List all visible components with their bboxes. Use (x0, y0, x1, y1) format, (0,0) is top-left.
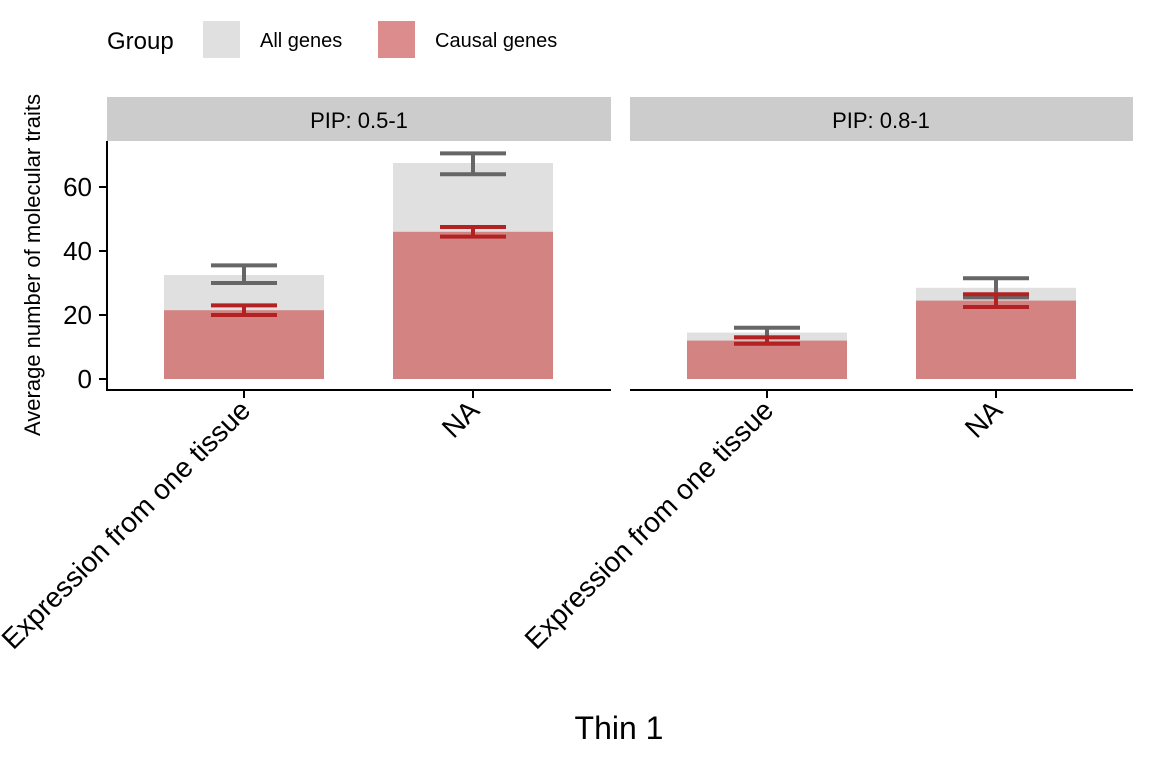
panel-strip-label: PIP: 0.8-1 (832, 108, 930, 133)
panel-bars (687, 287, 1076, 379)
x-ticks: Expression from one tissue NA (519, 390, 1009, 655)
panel-pip-0-8-1: PIP: 0.8-1 Expression from one tissue NA (519, 97, 1133, 655)
legend-label-causal-genes: Causal genes (435, 30, 557, 52)
errorbar-causal-genes (963, 292, 1029, 309)
panel-pip-0-5-1: PIP: 0.5-1 0 20 40 60 Expression from one t… (0, 97, 611, 655)
errorbar-all-genes (440, 151, 506, 177)
legend: Group All genes Causal genes (107, 21, 557, 58)
y-tick-label: 0 (78, 364, 92, 394)
errorbar-causal-genes (734, 335, 800, 346)
y-tick-label: 60 (63, 172, 92, 202)
legend-swatch-all-genes (203, 21, 240, 58)
panel-errorbars (211, 151, 506, 317)
errorbar-all-genes (211, 263, 277, 285)
panel-strip-label: PIP: 0.5-1 (310, 108, 408, 133)
errorbar-causal-genes (211, 303, 277, 317)
x-tick-label: NA (959, 394, 1009, 444)
bar-causal-genes (164, 310, 324, 379)
bar-causal-genes (916, 300, 1076, 379)
panel-strip (107, 97, 611, 141)
panel-bars (164, 163, 553, 379)
x-tick-label: NA (436, 394, 486, 444)
errorbar-causal-genes (440, 225, 506, 239)
bar-causal-genes (393, 231, 553, 379)
bar-causal-genes (687, 340, 847, 379)
x-ticks: Expression from one tissue NA (0, 390, 485, 655)
legend-swatch-causal-genes (378, 21, 415, 58)
y-ticks: 0 20 40 60 (63, 172, 107, 394)
legend-label-all-genes: All genes (260, 30, 342, 52)
panel-strip (630, 97, 1133, 141)
panel-errorbars (734, 276, 1029, 346)
y-tick-label: 20 (63, 300, 92, 330)
x-axis-title: Thin 1 (575, 710, 664, 746)
y-axis-title: Average number of molecular traits (20, 94, 45, 436)
x-tick-label: Expression from one tissue (519, 394, 780, 655)
y-tick-label: 40 (63, 236, 92, 266)
legend-title: Group (107, 28, 174, 55)
